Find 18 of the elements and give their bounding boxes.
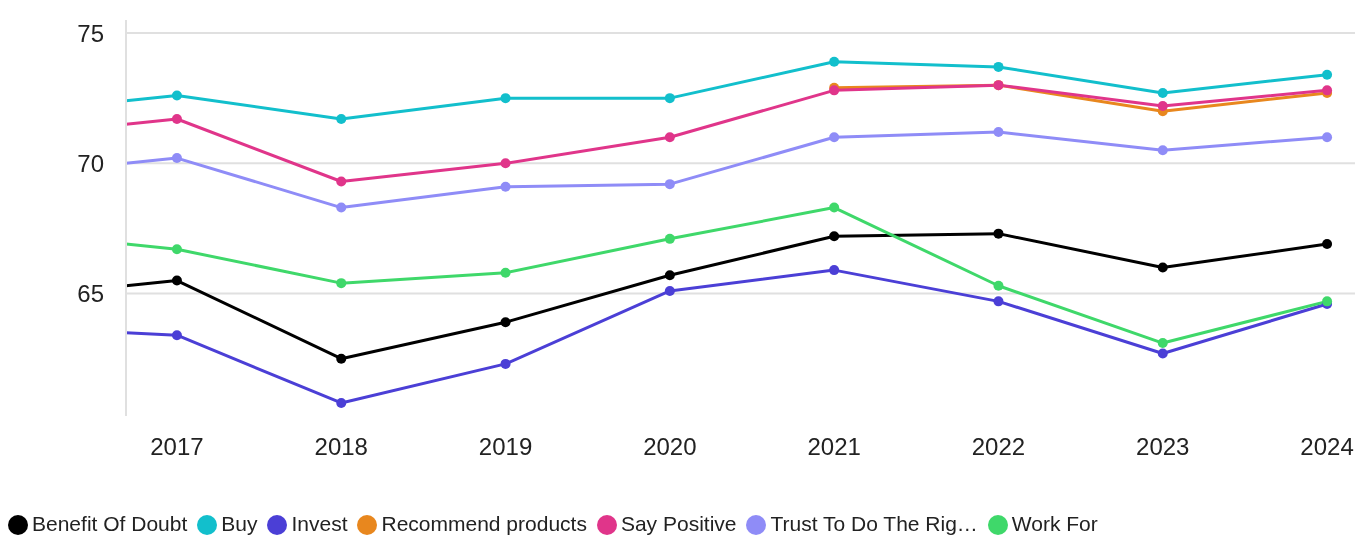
- x-tick-label: 2023: [1136, 433, 1190, 461]
- x-tick-label: 2020: [643, 433, 697, 461]
- y-tick-label: 70: [77, 149, 104, 177]
- legend-label: Recommend products: [381, 512, 587, 535]
- legend-label: Benefit Of Doubt: [32, 512, 188, 535]
- x-tick-label: 2021: [807, 433, 861, 461]
- legend-label: Buy: [221, 512, 258, 535]
- x-tick-label: 2022: [971, 433, 1026, 461]
- y-tick-label: 65: [77, 280, 104, 308]
- legend-label: Work For: [1011, 512, 1098, 535]
- legend-label: Say Positive: [620, 512, 737, 535]
- x-tick-label: 2018: [314, 433, 368, 461]
- legend-label: Invest: [291, 512, 348, 535]
- y-tick-label: 75: [77, 19, 104, 47]
- x-tick-label: 2019: [478, 433, 533, 461]
- x-tick-label: 2024: [1300, 433, 1354, 461]
- x-tick-label: 2017: [150, 433, 204, 461]
- legend-label: Trust To Do The Rig…: [770, 512, 978, 535]
